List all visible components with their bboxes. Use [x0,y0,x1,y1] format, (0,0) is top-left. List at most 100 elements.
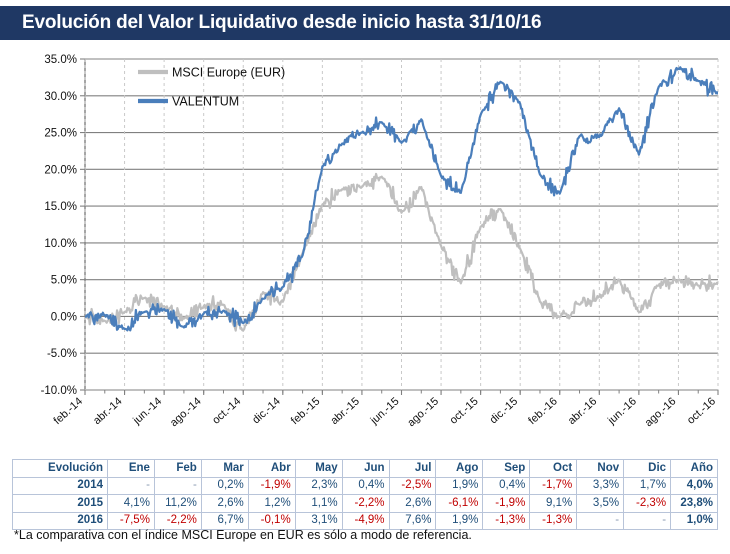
x-axis-tick-label: jun.-16 [605,395,639,427]
x-axis-tick-label: dic.-15 [488,395,521,426]
table-cell-monthly-return: 1,2% [247,494,296,513]
table-cell-monthly-return: -2,3% [623,494,672,513]
table-col-head-dic: Dic [623,459,672,478]
x-axis-tick-label: ago.-14 [168,395,204,429]
table-row-year: 2015 [12,494,108,513]
table-row: 2016 -7,5% -2,2% 6,7% -0,1% 3,1% -4,9% 7,6% 1,9%… [12,511,718,530]
page-title: Evolución del Valor Liquidativo desde in… [22,12,542,33]
x-axis-tick-label: abr.-15 [328,395,361,427]
y-axis-tick-label: -5.0% [47,348,77,360]
table-cell-monthly-return: 1,9% [435,476,484,495]
table-col-head-mar: Mar [200,459,249,478]
x-axis-tick-label: abr.-16 [566,395,599,427]
table-cell-monthly-return: 2,6% [200,494,249,513]
table-cell-monthly-return: 3,1% [294,511,343,530]
table-cell-year-total: 4,0% [670,476,718,495]
x-axis-tick-label: dic.-14 [250,395,283,426]
table-cell-monthly-return: 0,2% [200,476,249,495]
table-row-year: 2016 [12,511,108,530]
table-cell-monthly-return: 2,3% [294,476,343,495]
x-axis-tick-label: oct.-15 [448,395,481,426]
table-cell-monthly-return: -4,9% [341,511,390,530]
x-axis-tick-label: feb.-16 [526,395,559,427]
x-axis-tick-label: oct.-16 [685,395,718,426]
monthly-returns-table: Evolución Ene Feb Mar Abr May Jun Jul Ago Sep Oct N… [12,459,718,530]
table-cell-monthly-return: -1,7% [529,476,578,495]
table-cell-monthly-return: 2,6% [388,494,437,513]
table-col-head-jul: Jul [388,459,437,478]
table-cell-monthly-return: 7,6% [388,511,437,530]
table-col-head-nov: Nov [576,459,625,478]
table-col-head-abr: Abr [247,459,296,478]
table-cell-monthly-return: 1,9% [435,511,484,530]
title-bar: Evolución del Valor Liquidativo desde in… [0,6,730,40]
table-cell-monthly-return: - [107,476,155,495]
series-line-valentum [85,66,718,332]
table-cell-monthly-return: 0,4% [482,476,531,495]
footnote-text: *La comparativa con el índice MSCI Europ… [14,528,472,542]
y-axis-tick-label: 25.0% [44,128,77,140]
x-axis-tick-label: ago.-16 [643,395,679,429]
table-header-row: Evolución Ene Feb Mar Abr May Jun Jul Ago Sep Oct N… [12,459,718,478]
table-col-head-may: May [294,459,343,478]
table-cell-year-total: 1,0% [670,511,718,530]
table-cell-monthly-return: -2,2% [341,494,390,513]
legend-label: VALENTUM [172,95,239,109]
x-axis-tick-label: feb.-14 [52,395,85,427]
performance-chart: 35.0% 30.0% 25.0% 20.0% 15.0% 10.0% 5.0% 0.0% -5… [0,44,730,452]
y-axis-tick-label: 20.0% [44,164,77,176]
table-cell-monthly-return: -7,5% [107,511,155,530]
table-col-head-ago: Ago [435,459,484,478]
table-col-head-ene: Ene [107,459,155,478]
table-cell-monthly-return: 11,2% [153,494,202,513]
table-cell-monthly-return: -1,9% [482,494,531,513]
table-col-head-label: Evolución [12,459,108,478]
table-cell-monthly-return: 3,5% [576,494,625,513]
table-cell-year-total: 23,8% [670,494,718,513]
table-cell-monthly-return: - [576,511,625,530]
table-cell-monthly-return: -1,9% [247,476,296,495]
x-axis-tick-label: jun.-15 [368,395,402,427]
y-axis-tick-label: 35.0% [44,54,77,66]
table-cell-monthly-return: 4,1% [107,494,155,513]
y-axis-tick-label: 0.0% [51,311,77,323]
table-row: 2015 4,1% 11,2% 2,6% 1,2% 1,1% -2,2% 2,6% -6,1% -… [12,494,718,513]
table-cell-monthly-return: 9,1% [529,494,578,513]
grid-lines [84,58,719,391]
table-col-head-sep: Sep [482,459,531,478]
table-col-head-feb: Feb [153,459,202,478]
table-cell-monthly-return: 6,7% [200,511,249,530]
series-lines [85,66,718,332]
table-cell-monthly-return: 1,1% [294,494,343,513]
x-axis-tick-label: abr.-14 [91,395,124,427]
table-cell-monthly-return: -6,1% [435,494,484,513]
table-cell-monthly-return: -0,1% [247,511,296,530]
table-row: 2014- -0,2% -1,9% 2,3% 0,4% -2,5% 1,9% 0,4% -1,7… [12,476,718,495]
x-axis-ticks: feb.-14 abr.-14 jun.-14 ago.-14 oct.-14 dic.-… [52,390,719,429]
table-col-head-año: Año [670,459,718,478]
table-col-head-oct: Oct [529,459,578,478]
y-axis-tick-label: 10.0% [44,238,77,250]
chart-svg: 35.0% 30.0% 25.0% 20.0% 15.0% 10.0% 5.0% 0.0% -5… [41,54,719,429]
y-axis-tick-label: 5.0% [51,275,77,287]
y-axis-ticks: 35.0% 30.0% 25.0% 20.0% 15.0% 10.0% 5.0% 0.0% -5… [41,54,85,397]
table-cell-monthly-return: -2,2% [153,511,202,530]
table-cell-monthly-return: - [623,511,672,530]
chart-legend: MSCI Europe (EUR) VALENTUM [138,66,285,109]
table-cell-monthly-return: -2,5% [388,476,437,495]
returns-table: Evolución Ene Feb Mar Abr May Jun Jul Ago Sep Oct N… [12,459,718,530]
table-cell-monthly-return: -1,3% [482,511,531,530]
table-cell-monthly-return: -1,3% [529,511,578,530]
x-axis-tick-label: oct.-14 [210,395,243,426]
x-axis-tick-label: jun.-14 [130,395,164,427]
table-cell-monthly-return: 3,3% [576,476,625,495]
table-row-year: 2014 [12,476,108,495]
table-col-head-jun: Jun [341,459,390,478]
table-cell-monthly-return: 1,7% [623,476,672,495]
y-axis-tick-label: -10.0% [41,385,77,397]
x-axis-tick-label: ago.-15 [405,395,441,429]
table-cell-monthly-return: - [153,476,202,495]
table-cell-monthly-return: 0,4% [341,476,390,495]
y-axis-tick-label: 30.0% [44,91,77,103]
series-line-msci-europe [85,172,718,332]
